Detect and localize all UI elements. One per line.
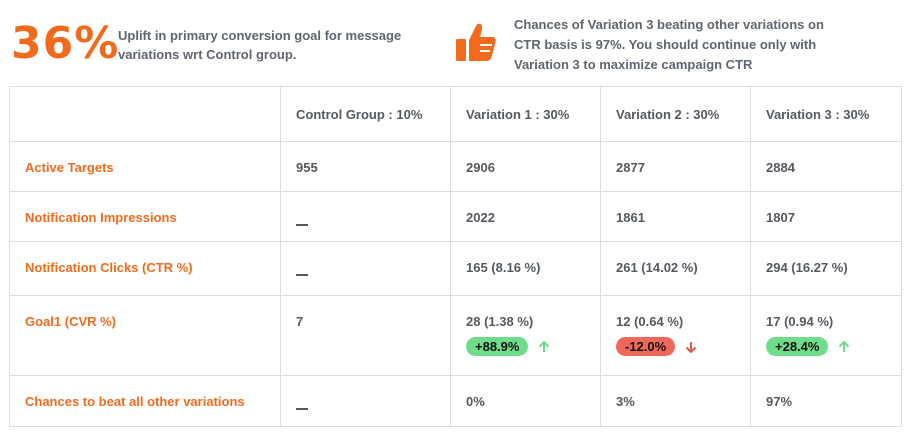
row-label-chances-to-beat: Chances to beat all other variations bbox=[9, 375, 281, 427]
table-row: Active Targets 955 2906 2877 2884 bbox=[9, 141, 902, 192]
change-badge: -12.0% bbox=[616, 337, 676, 356]
cell-value: 294 (16.27 %) bbox=[750, 241, 902, 296]
cell-value: 261 (14.02 %) bbox=[600, 241, 751, 296]
empty-dash bbox=[296, 224, 308, 226]
variations-table: Control Group : 10% Variation 1 : 30% Va… bbox=[9, 86, 902, 427]
header-variation-2: Variation 2 : 30% bbox=[600, 86, 751, 142]
cell-value: 17 (0.94 %) bbox=[766, 314, 834, 329]
row-label-active-targets: Active Targets bbox=[9, 141, 281, 192]
table-row: Notification Clicks (CTR %) 165 (8.16 %)… bbox=[9, 241, 902, 296]
cell-value: 165 (8.16 %) bbox=[450, 241, 601, 296]
row-label-notification-impressions: Notification Impressions bbox=[9, 191, 281, 242]
row-label-goal1: Goal1 (CVR %) bbox=[9, 295, 281, 376]
table-header-row: Control Group : 10% Variation 1 : 30% Va… bbox=[9, 86, 902, 142]
table-row: Notification Impressions 2022 1861 1807 bbox=[9, 191, 902, 242]
cell-value: 97% bbox=[750, 375, 902, 427]
cell-value: 2877 bbox=[600, 141, 751, 192]
cell-goal-variation-1: 28 (1.38 %) +88.9% bbox=[450, 295, 601, 376]
summary-header: 36% Uplift in primary conversion goal fo… bbox=[0, 0, 910, 86]
cell-value bbox=[280, 375, 451, 427]
cell-goal-variation-3: 17 (0.94 %) +28.4% bbox=[750, 295, 902, 376]
header-variation-3: Variation 3 : 30% bbox=[750, 86, 902, 142]
arrow-down-icon bbox=[685, 341, 697, 353]
cell-value: 12 (0.64 %) bbox=[616, 314, 684, 329]
cell-value: 2884 bbox=[750, 141, 902, 192]
thumbs-up-icon bbox=[456, 23, 496, 61]
cell-value bbox=[280, 241, 451, 296]
change-badge: +88.9% bbox=[466, 337, 529, 356]
row-label-notification-clicks: Notification Clicks (CTR %) bbox=[9, 241, 281, 296]
uplift-description: Uplift in primary conversion goal for me… bbox=[118, 28, 402, 62]
table-row: Goal1 (CVR %) 7 28 (1.38 %) +88.9% 12 (0… bbox=[9, 295, 902, 376]
cell-goal-variation-2: 12 (0.64 %) -12.0% bbox=[600, 295, 751, 376]
cell-value: 1861 bbox=[600, 191, 751, 242]
header-variation-1: Variation 1 : 30% bbox=[450, 86, 601, 142]
cell-value: 7 bbox=[280, 295, 451, 376]
cell-value: 28 (1.38 %) bbox=[466, 314, 534, 329]
chance-description: Chances of Variation 3 beating other var… bbox=[514, 17, 824, 72]
change-badge: +28.4% bbox=[766, 337, 829, 356]
header-control-group: Control Group : 10% bbox=[280, 86, 451, 142]
cell-value: 2022 bbox=[450, 191, 601, 242]
cell-value: 3% bbox=[600, 375, 751, 427]
cell-value: 2906 bbox=[450, 141, 601, 192]
table-row: Chances to beat all other variations 0% … bbox=[9, 375, 902, 427]
arrow-up-icon bbox=[839, 340, 850, 352]
cell-value bbox=[280, 191, 451, 242]
uplift-value: 36% bbox=[11, 18, 120, 69]
header-empty bbox=[9, 86, 281, 142]
empty-dash bbox=[296, 274, 308, 276]
cell-value: 0% bbox=[450, 375, 601, 427]
cell-value: 955 bbox=[280, 141, 451, 192]
empty-dash bbox=[296, 408, 308, 410]
cell-value: 1807 bbox=[750, 191, 902, 242]
arrow-up-icon bbox=[539, 340, 550, 352]
